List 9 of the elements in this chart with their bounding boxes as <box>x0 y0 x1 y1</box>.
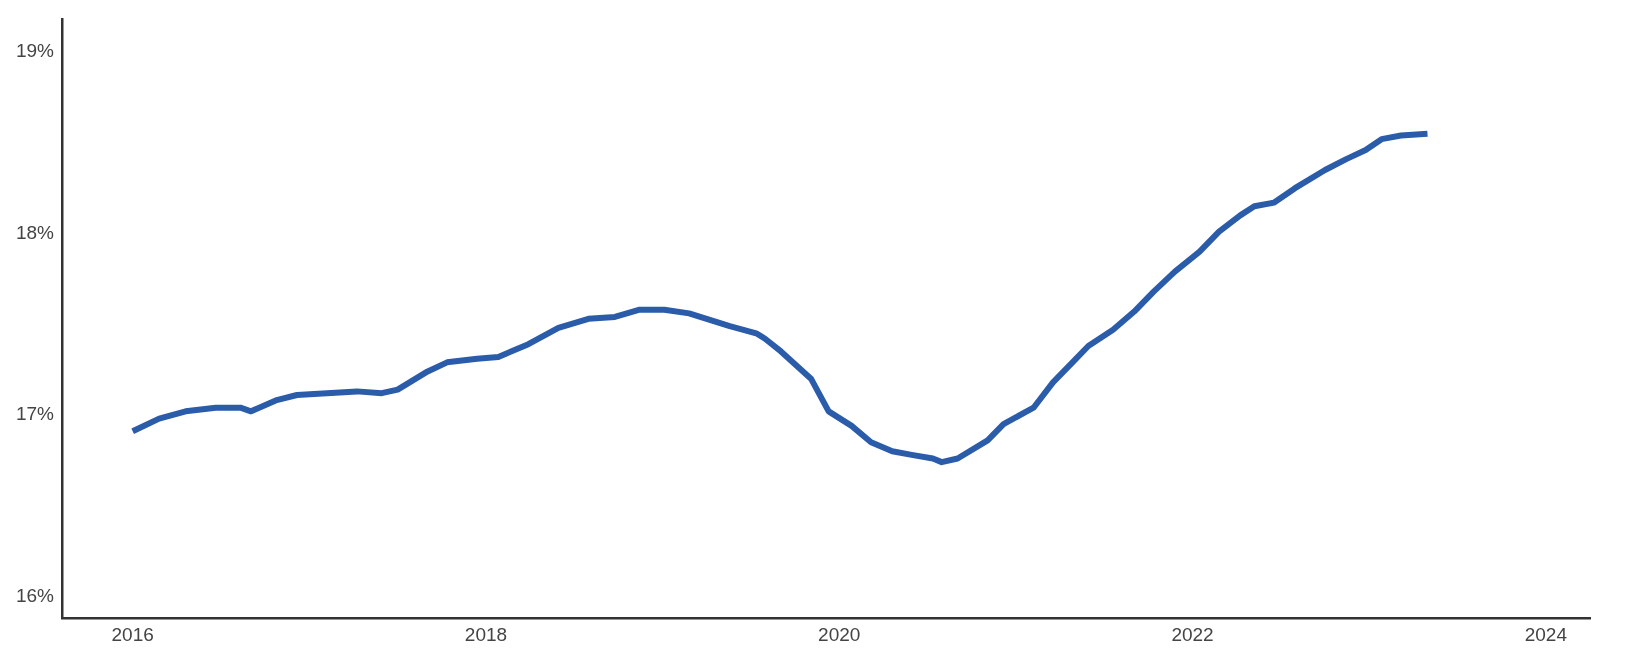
y-tick-label: 17% <box>15 403 55 425</box>
x-tick-label: 2024 <box>1524 623 1568 645</box>
y-tick-label: 18% <box>15 221 55 243</box>
x-tick-label: 2022 <box>1171 623 1214 645</box>
y-tick-label: 19% <box>15 40 55 62</box>
y-tick-label: 16% <box>15 584 55 606</box>
x-tick-label: 2020 <box>818 623 861 645</box>
x-tick-label: 2016 <box>111 623 154 645</box>
x-tick-label: 2018 <box>464 623 508 645</box>
